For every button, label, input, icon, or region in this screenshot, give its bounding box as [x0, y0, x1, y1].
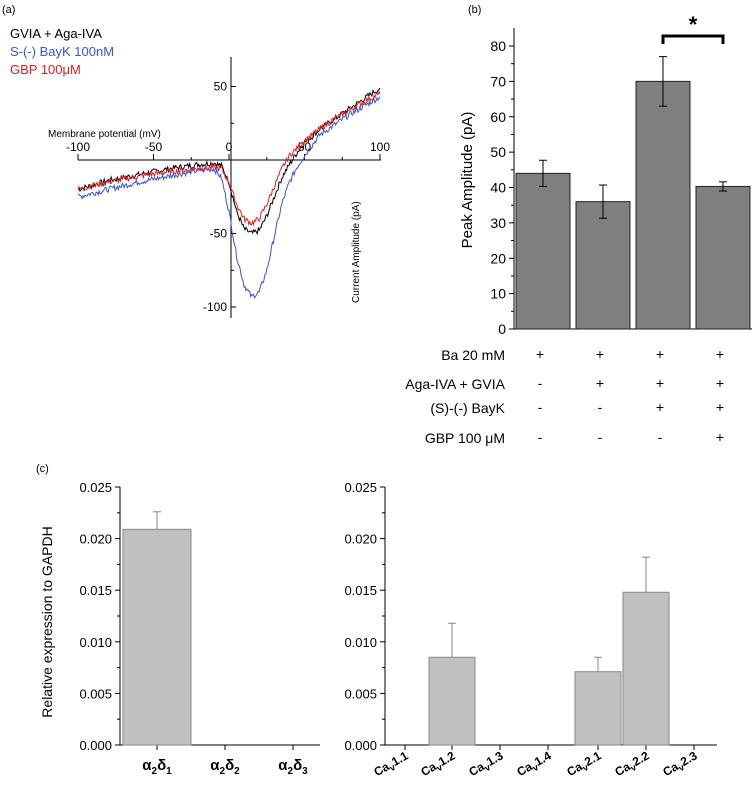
- expr-bar: [428, 656, 476, 746]
- panel-c-label: (c): [36, 463, 49, 475]
- panel-a-iv-chart: (a) GVIA + Aga-IVA S-(-) BayK 100nM GBP 10…: [2, 4, 390, 318]
- panel-b-condition-mark: +: [716, 375, 724, 391]
- expr-y-tick-label: 0.025: [344, 480, 377, 495]
- panel-b-bar-chart: (b) 0 10 20 30 40 50 60 70 80 * Peak Amplitude (…: [405, 4, 752, 446]
- panel-a-y-tick-label: -100: [203, 300, 227, 314]
- panel-a-trace-2: [77, 90, 381, 227]
- panel-a-x-tick-label: 100: [370, 140, 390, 154]
- expr-y-tick-label: 0.010: [344, 635, 377, 650]
- panel-c-y-axis-label: Relative expression to GAPDH: [39, 526, 55, 717]
- panel-a-legend-entry: S-(-) BayK 100nM: [10, 44, 114, 59]
- panel-a-trace-0: [77, 87, 381, 236]
- expr-category-label: Cav2.3: [660, 748, 700, 781]
- panel-b-label: (b): [468, 4, 481, 16]
- panel-b-axes: 0 10 20 30 40 50 60 70 80: [490, 28, 752, 337]
- panel-b-condition-label: GBP 100 μM: [425, 430, 505, 446]
- panel-b-y-tick-label: 10: [490, 286, 506, 302]
- expr-y-tick-label: 0.000: [79, 738, 112, 753]
- expr-category-label: Cav1.2: [418, 748, 458, 781]
- panel-b-y-tick-label: 40: [490, 180, 506, 196]
- expr-y-tick-label: 0.005: [79, 686, 112, 701]
- panel-b-bars: *: [515, 12, 751, 330]
- expr-y-tick-label: 0.000: [344, 738, 377, 753]
- panel-a-y-tick-label: -50: [210, 227, 228, 241]
- panel-b-condition-mark: -: [598, 399, 603, 415]
- expr-category-label: α2δ2: [210, 757, 240, 777]
- panel-b-condition-label: Ba 20 mM: [441, 347, 505, 363]
- panel-b-condition-label: Aga-IVA + GVIA: [405, 376, 505, 392]
- expr-y-tick-label: 0.005: [344, 686, 377, 701]
- panel-b-condition-mark: +: [716, 399, 724, 415]
- expr-category-label: Cav2.1: [564, 748, 604, 781]
- panel-b-condition-mark: -: [538, 375, 543, 391]
- panel-a-y-tick-label: 50: [214, 80, 228, 94]
- panel-b-bar: [635, 80, 691, 330]
- panel-a-x-tick-label: -50: [145, 140, 163, 154]
- panel-b-y-tick-label: 70: [490, 73, 506, 89]
- expr-category-label: Cav1.1: [371, 748, 411, 781]
- panel-b-y-tick-label: 0: [498, 321, 506, 337]
- panel-a-legend-entry: GBP 100μM: [10, 62, 81, 77]
- panel-b-condition-mark: +: [716, 346, 724, 362]
- panel-b-condition-mark: -: [538, 429, 543, 445]
- panel-b-y-axis-label: Peak Amplitude (pA): [459, 112, 476, 249]
- panel-b-y-tick-label: 60: [490, 109, 506, 125]
- panel-b-y-tick-label: 20: [490, 250, 506, 266]
- panel-b-condition-mark: +: [716, 429, 724, 445]
- expr-category-label: Cav1.4: [514, 748, 554, 781]
- panel-b-condition-label: (S)-(-) BayK: [430, 400, 505, 416]
- panel-b-significance-bracket: [661, 34, 725, 44]
- panel-b-condition-mark: +: [536, 346, 544, 362]
- panel-a-trace-1: [77, 96, 381, 300]
- expr-bar: [122, 528, 192, 746]
- expr-y-tick-label: 0.010: [79, 635, 112, 650]
- expr-y-tick-label: 0.020: [344, 532, 377, 547]
- panel-c-expression-charts: (c) Relative expression to GAPDH 0.0000.…: [36, 463, 717, 781]
- expr-category-label: Cav1.3: [466, 748, 506, 781]
- panel-b-bar: [515, 172, 571, 330]
- panel-b-y-tick-label: 80: [490, 38, 506, 54]
- panel-b-bar: [695, 185, 751, 330]
- panel-a-traces: [77, 87, 381, 300]
- panel-a-x-tick-label: -100: [66, 140, 90, 154]
- panel-c-alpha2delta-chart: 0.000 0.005 0.010 0.015 0.020 0.025 α2δ1 α2δ2 α2…: [79, 480, 320, 777]
- panel-b-condition-mark: -: [538, 399, 543, 415]
- panel-b-significance-star: *: [689, 12, 698, 37]
- panel-b-bar: [575, 201, 631, 330]
- expr-y-tick-label: 0.020: [79, 532, 112, 547]
- expr-category-label: α2δ3: [278, 757, 308, 777]
- expr-y-tick-label: 0.025: [79, 480, 112, 495]
- panel-b-y-tick-label: 50: [490, 144, 506, 160]
- panel-b-condition-mark: -: [658, 429, 663, 445]
- panel-b-y-tick-label: 30: [490, 215, 506, 231]
- panel-b-condition-mark: +: [596, 375, 604, 391]
- panel-b-condition-mark: -: [598, 429, 603, 445]
- panel-c-cav-chart: 0.0000.0050.0100.0150.0200.025Cav1.1Cav1…: [344, 480, 717, 781]
- expr-y-tick-label: 0.015: [344, 583, 377, 598]
- expr-category-label: α2δ1: [142, 757, 172, 777]
- panel-a-y-axis-label: Current Amplitude (pA): [351, 201, 362, 303]
- expr-y-tick-label: 0.015: [79, 583, 112, 598]
- panel-a-legend: GVIA + Aga-IVA S-(-) BayK 100nM GBP 100μM: [10, 26, 114, 77]
- panel-a-x-axis-label: Membrane potential (mV): [48, 129, 161, 140]
- panel-b-condition-mark: +: [656, 375, 664, 391]
- panel-a-legend-entry: GVIA + Aga-IVA: [10, 26, 102, 41]
- panel-a-x-tick-label: 0: [226, 140, 233, 154]
- panel-b-condition-mark: +: [596, 346, 604, 362]
- expr-category-label: Cav2.2: [612, 748, 652, 781]
- expr-bar: [574, 671, 622, 746]
- expr-bar: [622, 591, 670, 746]
- panel-b-condition-mark: +: [656, 399, 664, 415]
- panel-b-condition-table: Ba 20 mM + + + + Aga-IVA + GVIA - + + + (S)-(-) Ba…: [405, 346, 724, 446]
- panel-b-condition-mark: +: [656, 346, 664, 362]
- panel-a-label: (a): [2, 4, 15, 16]
